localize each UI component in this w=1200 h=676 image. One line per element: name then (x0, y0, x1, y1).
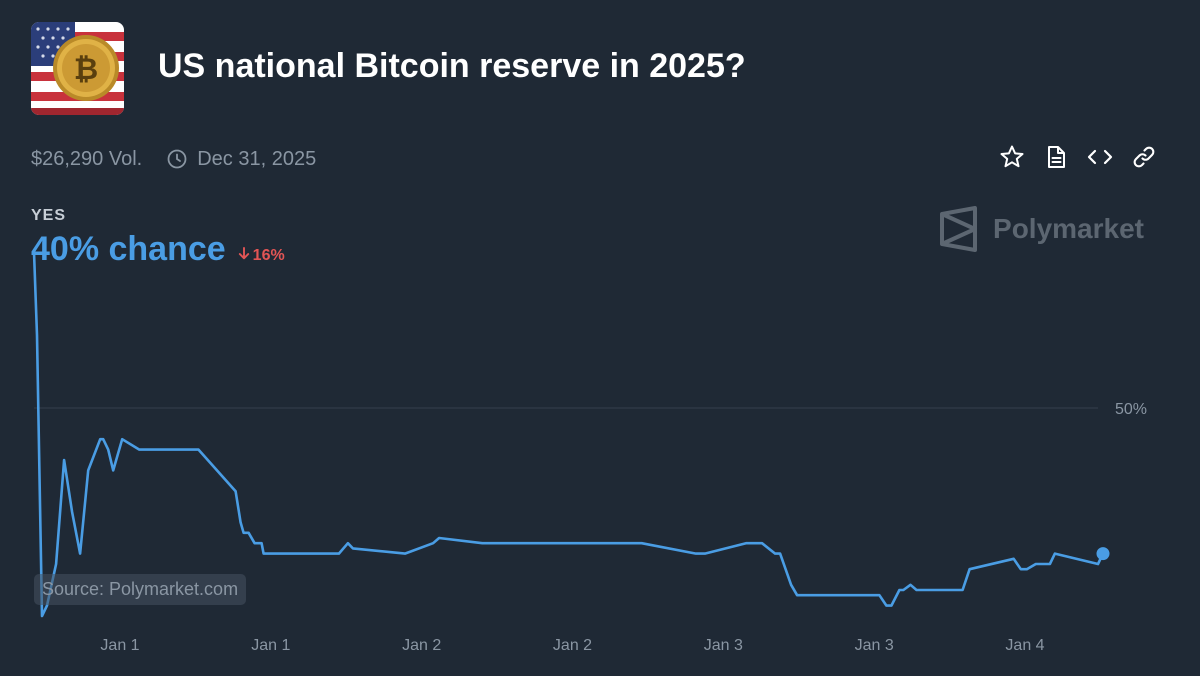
yes-price-line (32, 250, 1105, 618)
code-icon (1087, 149, 1113, 165)
star-button[interactable] (998, 143, 1026, 171)
brand-name: Polymarket (993, 213, 1144, 244)
bitcoin-flag-image: ₿ (31, 22, 124, 115)
change-value: 16% (252, 247, 285, 264)
polymarket-logo-icon (940, 206, 978, 252)
document-icon (1048, 146, 1065, 168)
clock-icon (167, 149, 187, 169)
end-date: Dec 31, 2025 (166, 148, 316, 171)
polymarket-brand: Polymarket (939, 206, 1144, 252)
market-thumbnail: ₿ (31, 22, 124, 115)
x-tick-label: Jan 4 (1005, 637, 1044, 654)
market-meta: $26,290 Vol. Dec 31, 2025 (31, 146, 316, 172)
copy-link-button[interactable] (1130, 143, 1158, 171)
source-label: Source: Polymarket.com (34, 574, 247, 605)
x-tick-label: Jan 1 (100, 637, 139, 654)
svg-text:₿: ₿ (74, 53, 98, 86)
arrow-down-icon (238, 247, 249, 260)
link-icon (1133, 146, 1155, 168)
chance-value: 40% chance (31, 230, 226, 268)
y-tick-label: 50% (1115, 401, 1147, 418)
x-tick-label: Jan 3 (855, 637, 894, 654)
x-tick-label: Jan 2 (553, 637, 592, 654)
market-title: US national Bitcoin reserve in 2025? (158, 47, 746, 85)
embed-button[interactable] (1086, 143, 1114, 171)
outcome-label: YES (31, 207, 67, 224)
volume-text: $26,290 Vol. (31, 147, 143, 170)
chance-row: 40% chance 16% (31, 230, 285, 274)
document-button[interactable] (1042, 143, 1070, 171)
x-tick-label: Jan 2 (402, 637, 441, 654)
end-date-text: Dec 31, 2025 (197, 147, 317, 170)
x-tick-label: Jan 3 (704, 637, 743, 654)
x-tick-label: Jan 1 (251, 637, 290, 654)
change-indicator: 16% (238, 247, 285, 265)
star-icon (1000, 145, 1024, 168)
action-bar (998, 143, 1158, 171)
current-price-dot (1096, 547, 1110, 561)
